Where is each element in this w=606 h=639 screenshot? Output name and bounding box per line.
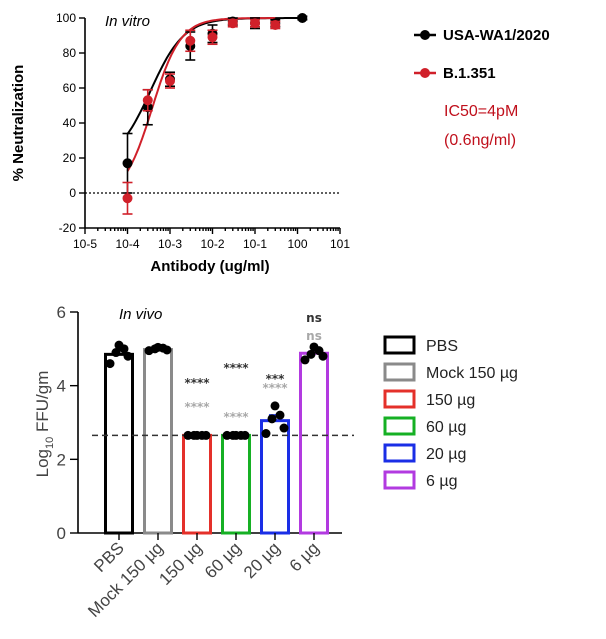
top-x-tick-label: 10-2 (200, 237, 224, 251)
bar-data-point (105, 359, 115, 369)
legend-marker-usa (420, 30, 430, 40)
ic50-note-ngml: (0.6ng/ml) (444, 132, 516, 149)
legend-label-1: Mock 150 µg (426, 365, 518, 382)
legend-swatch-5 (383, 470, 416, 490)
top-x-tick-label: 10-4 (115, 237, 139, 251)
bottom-y-tick-label: 6 (57, 303, 66, 322)
top-y-tick-label: 100 (56, 11, 76, 25)
legend-label-3: 60 µg (426, 419, 466, 436)
bottom-x-tick-label: 150 µg (155, 538, 205, 588)
ic50-note: IC50=4pM (444, 103, 518, 120)
legend-label-5: 6 µg (426, 473, 457, 490)
bar-5 (299, 351, 329, 535)
top-data-point (297, 13, 308, 23)
top-data-point (165, 76, 175, 86)
top-x-tick-label: 10-5 (73, 237, 97, 251)
top-y-tick-label: 40 (63, 116, 77, 130)
legend-swatch-2 (383, 389, 416, 409)
top-data-point (122, 193, 133, 204)
legend-swatch-0 (383, 335, 416, 355)
significance-gray-2: **** (184, 400, 210, 414)
top-data-point (270, 20, 281, 30)
legend-marker-b1351 (420, 68, 430, 78)
significance-gray-4: **** (262, 381, 288, 395)
bar-data-point (261, 429, 271, 439)
bar-data-point (153, 342, 163, 352)
legend-swatch-4 (383, 443, 416, 463)
top-y-tick-label: 0 (69, 186, 76, 200)
legend-swatch-1 (383, 362, 416, 382)
bottom-y-tick-label: 4 (57, 377, 66, 396)
top-data-point (142, 95, 153, 106)
bottom-y-tick-label: 0 (57, 524, 66, 543)
legend-swatch-3 (383, 416, 416, 436)
legend-label-4: 20 µg (426, 446, 466, 463)
bar-data-point (279, 423, 289, 433)
top-x-tick-label: 100 (287, 237, 307, 251)
top-data-point (227, 18, 238, 29)
significance-gray-3: **** (223, 410, 249, 424)
top-y-axis-label: % Neutralization (10, 65, 27, 182)
top-y-tick-label: 80 (63, 46, 77, 60)
top-x-tick-label: 101 (330, 237, 350, 251)
top-data-point (207, 32, 218, 43)
top-data-point (250, 18, 260, 29)
bar-data-point (300, 355, 310, 365)
bar-data-point (114, 340, 124, 350)
significance-black-5: ns (306, 311, 322, 325)
bottom-x-tick-label: 60 µg (201, 538, 245, 582)
bar-data-point (270, 401, 280, 411)
top-y-tick-label: 20 (63, 151, 77, 165)
legend-label-0: PBS (426, 338, 458, 355)
bar-data-point (309, 342, 319, 352)
bar-data-point (306, 349, 316, 359)
bar-2 (182, 433, 212, 535)
legend-label-usa: USA-WA1/2020 (443, 27, 550, 44)
top-legend: USA-WA1/2020 B.1.351 IC50=4pM (0.6ng/ml) (414, 27, 550, 149)
bottom-y-tick-label: 2 (57, 450, 66, 469)
legend-label-2: 150 µg (426, 392, 475, 409)
bottom-legend: PBS Mock 150 µg 150 µg 60 µg 20 µg 6 µg (383, 335, 518, 490)
bar-data-point (111, 348, 121, 358)
top-annotation: In vitro (105, 13, 150, 30)
significance-gray-5: ns (306, 329, 322, 343)
bar-data-point (192, 430, 202, 440)
bottom-y-axis-label: Log10 FFU/gm (33, 371, 56, 478)
bottom-x-tick-label: 6 µg (286, 538, 323, 575)
bar-1 (143, 348, 173, 535)
significance-black-2: **** (184, 376, 210, 390)
legend-label-b1351: B.1.351 (443, 65, 496, 82)
top-data-point (185, 35, 196, 46)
bar-0 (104, 352, 134, 535)
neutralization-chart: -20 0 20 40 60 80 100 10-5 10-4 10-3 10-2 10-1 100 1… (10, 11, 550, 275)
bar-3 (221, 433, 251, 535)
top-data-point (122, 158, 133, 169)
bar-data-point (231, 430, 241, 440)
bar-data-point (275, 410, 285, 420)
top-x-axis-label: Antibody (ug/ml) (150, 258, 269, 275)
top-y-tick-label: -20 (59, 221, 77, 235)
top-y-tick-label: 60 (63, 81, 77, 95)
significance-black-4: *** (266, 372, 286, 386)
top-x-tick-label: 10-3 (158, 237, 182, 251)
bar-data-point (267, 414, 277, 424)
bottom-annotation: In vivo (119, 306, 162, 323)
bar-data-point (123, 351, 133, 361)
top-x-tick-label: 10-1 (243, 237, 267, 251)
significance-black-3: **** (223, 361, 249, 375)
bottom-x-tick-label: 20 µg (240, 538, 284, 582)
